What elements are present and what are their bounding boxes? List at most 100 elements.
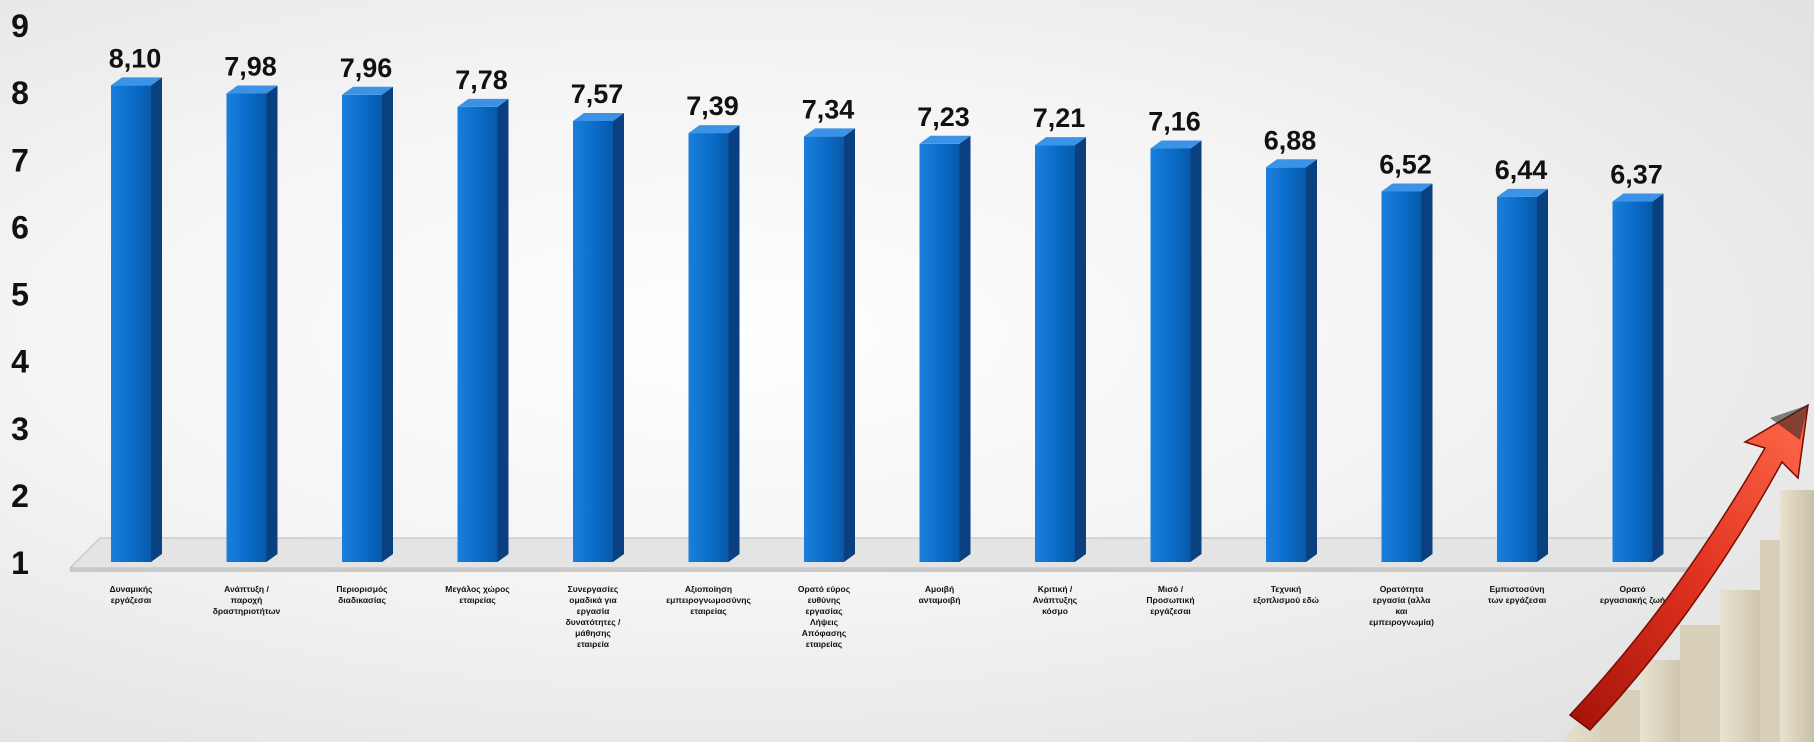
- rising-arrow-stairs-icon: [1560, 403, 1814, 742]
- y-tick-label: 6: [11, 209, 29, 245]
- bar-front: [688, 133, 729, 563]
- bar-top: [111, 77, 162, 86]
- bar: [1150, 140, 1202, 562]
- bar-side: [959, 135, 971, 562]
- category-label: Δυναμικής εργάζεσαι: [110, 584, 154, 605]
- bar-top: [804, 128, 855, 137]
- floor-edge: [70, 568, 1690, 572]
- bar-side: [613, 112, 624, 563]
- bar-side: [266, 85, 278, 562]
- data-label: 7,16: [1148, 107, 1201, 137]
- bar-front: [342, 94, 382, 562]
- y-axis: 1 2 3 4 5 6 7 8 9: [11, 8, 29, 581]
- bar-top: [688, 125, 740, 134]
- bar-front: [1035, 145, 1075, 562]
- bar-side: [728, 125, 740, 562]
- y-tick-label: 9: [11, 8, 29, 44]
- bar-top: [1612, 193, 1664, 202]
- bar-top: [342, 86, 393, 95]
- bar-top: [1381, 183, 1433, 192]
- bar-side: [844, 128, 855, 563]
- bar-side: [382, 86, 393, 562]
- bar-top: [457, 98, 509, 107]
- category-label: Εμπιστοσύνη των εργάζεσαι: [1488, 584, 1547, 605]
- data-label: 8,10: [109, 43, 162, 73]
- bar: [1612, 193, 1664, 562]
- category-label: Ορατό εύρος ευθύνης εργασίας Λήψεις Απόφασης…: [798, 584, 851, 649]
- data-label: 6,44: [1495, 155, 1548, 185]
- bar-top: [1035, 137, 1086, 146]
- bar-front: [573, 120, 613, 563]
- category-label: Τεχνική εξοπλισμού εδώ: [1253, 584, 1319, 605]
- bar-front: [1612, 201, 1653, 562]
- chart-floor: [68, 537, 1717, 572]
- data-label: 7,57: [571, 79, 624, 109]
- category-labels: Δυναμικής εργάζεσαι Ανάπτυξη / παροχή δραστη…: [110, 584, 1666, 649]
- data-label: 7,96: [340, 53, 393, 83]
- bar: [342, 86, 393, 562]
- category-label: Μισό / Προσωπική εργάζεσαι: [1146, 584, 1194, 616]
- bar-side: [1306, 159, 1317, 562]
- y-tick-label: 7: [11, 142, 29, 178]
- bar-front: [457, 106, 498, 562]
- data-label: 7,21: [1033, 103, 1086, 133]
- bar: [111, 77, 162, 562]
- y-tick-label: 4: [11, 344, 29, 380]
- bar-side: [1190, 140, 1202, 562]
- category-label: Περιορισμός διαδικασίας: [336, 584, 388, 605]
- bar-side: [1652, 193, 1664, 562]
- category-label: Κριτική / Ανάπτυξης κόσμο: [1033, 584, 1078, 616]
- bar: [1497, 188, 1548, 562]
- bar: [457, 98, 509, 562]
- bar: [1381, 183, 1433, 562]
- category-label: Συνεργασίες ομαδικά για εργασία δυνατότητες…: [566, 584, 621, 649]
- bar-side: [1075, 137, 1086, 562]
- bar-front: [1150, 148, 1191, 562]
- bar-front: [919, 143, 960, 562]
- bar-top: [1266, 159, 1317, 168]
- y-tick-label: 8: [11, 75, 29, 111]
- y-tick-label: 2: [11, 478, 29, 514]
- bar: [688, 125, 740, 563]
- y-tick-label: 1: [11, 545, 29, 581]
- bar-front: [1266, 167, 1306, 562]
- bar-top: [1150, 140, 1202, 149]
- bar-top: [1497, 188, 1548, 197]
- category-label: Μεγάλος χώρος εταιρείας: [445, 584, 510, 605]
- data-label: 7,98: [224, 51, 277, 81]
- data-label: 7,34: [802, 94, 855, 124]
- bar-side: [497, 98, 509, 562]
- category-label: Αμοιβή ανταμοιβή: [919, 584, 961, 605]
- bar-front: [111, 85, 151, 562]
- bars: [111, 77, 1664, 563]
- category-label: Ορατότητα εργασία (αλλα και εμπειρογνωμία): [1369, 584, 1434, 627]
- category-label: Αξιοποίηση εμπειρογνωμοσύνης εταιρείας: [666, 584, 751, 616]
- bar-top: [226, 85, 278, 94]
- floor-plane: [68, 537, 1717, 569]
- data-label: 7,78: [455, 65, 508, 95]
- data-label: 7,39: [686, 91, 739, 121]
- category-label: Ανάπτυξη / παροχή δραστηριοτήτων: [213, 584, 281, 616]
- y-tick-label: 5: [11, 277, 29, 313]
- data-label: 6,52: [1379, 149, 1432, 179]
- bar-front: [804, 136, 844, 563]
- bar: [573, 112, 624, 563]
- bar: [1266, 159, 1317, 562]
- bar: [804, 128, 855, 563]
- bar-front: [226, 93, 267, 562]
- bar-top: [919, 135, 971, 144]
- bar: [919, 135, 971, 562]
- bar-front: [1381, 191, 1422, 562]
- bar: [1035, 137, 1086, 562]
- bar-top: [573, 112, 624, 121]
- data-label: 6,37: [1610, 160, 1663, 190]
- bar: [226, 85, 278, 562]
- bar-side: [1537, 188, 1548, 562]
- category-label: Ορατό εργασιακής ζωή: [1600, 584, 1665, 605]
- data-label: 7,23: [917, 102, 970, 132]
- data-labels: 8,10 7,98 7,96 7,78 7,57 7,39 7,34 7,23 7,21 7,16…: [109, 43, 1663, 189]
- y-tick-label: 3: [11, 411, 29, 447]
- bar-front: [1497, 196, 1537, 562]
